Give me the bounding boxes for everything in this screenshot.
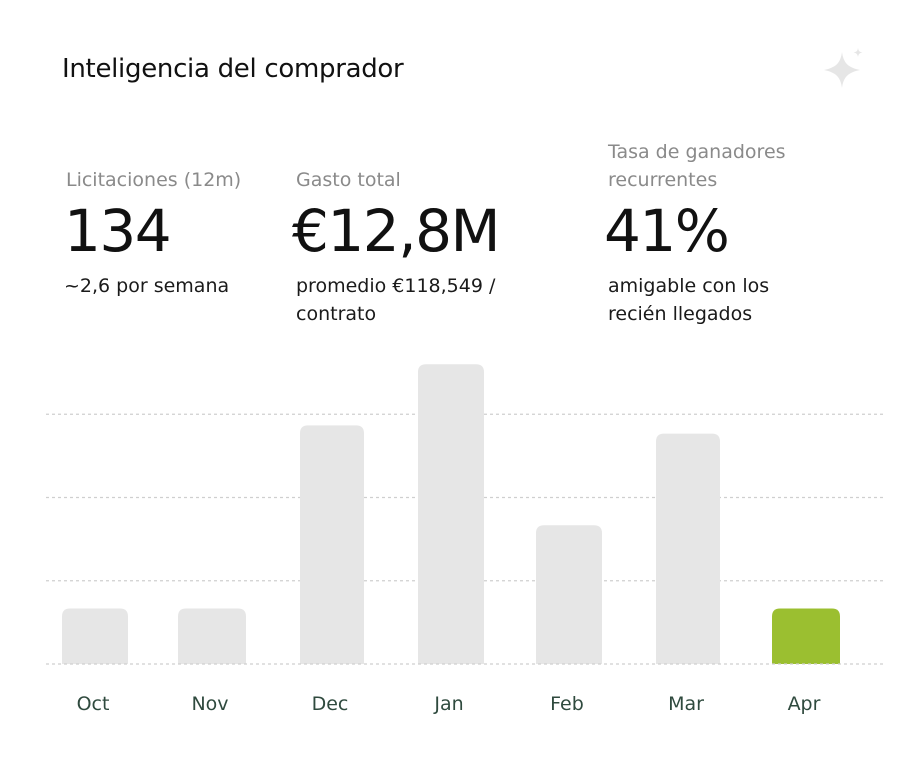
bar-apr[interactable] [772, 608, 840, 665]
x-tick-label: Nov [191, 693, 228, 715]
x-tick-label: Dec [312, 693, 349, 715]
x-tick-label: Oct [77, 693, 110, 715]
bar-jan[interactable] [418, 364, 484, 664]
card-title: Inteligencia del comprador [62, 54, 404, 84]
stat-total-spend: Gasto total €12,8M promedio €118,549 / c… [292, 166, 532, 328]
stat-repeat-winners-label: Tasa de ganadores recurrentes [608, 141, 786, 191]
bar-dec[interactable] [300, 425, 364, 664]
bar-oct[interactable] [62, 608, 128, 665]
stat-total-spend-sub: promedio €118,549 / contrato [296, 275, 496, 325]
stat-repeat-winners: Tasa de ganadores recurrentes 41% amigab… [604, 138, 844, 328]
bar-mar[interactable] [656, 433, 720, 664]
stat-tenders-sub: ~2,6 por semana [64, 275, 230, 297]
stat-repeat-winners-value: 41% [604, 197, 730, 265]
stat-total-spend-value: €12,8M [292, 197, 501, 265]
stat-tenders: Licitaciones (12m) 134 ~2,6 por semana [64, 166, 284, 300]
x-tick-label: Mar [668, 693, 704, 715]
x-tick-label: Jan [433, 693, 463, 715]
stat-tenders-label: Licitaciones (12m) [66, 169, 242, 191]
stat-repeat-winners-sub: amigable con los recién llegados [608, 275, 770, 325]
bar-nov[interactable] [178, 608, 246, 665]
stat-total-spend-label: Gasto total [296, 169, 401, 191]
stat-tenders-value: 134 [64, 197, 172, 265]
x-tick-label: Apr [788, 693, 821, 715]
x-tick-label: Feb [550, 693, 584, 715]
sparkle-icon[interactable] [820, 48, 866, 94]
bar-feb[interactable] [536, 525, 602, 664]
